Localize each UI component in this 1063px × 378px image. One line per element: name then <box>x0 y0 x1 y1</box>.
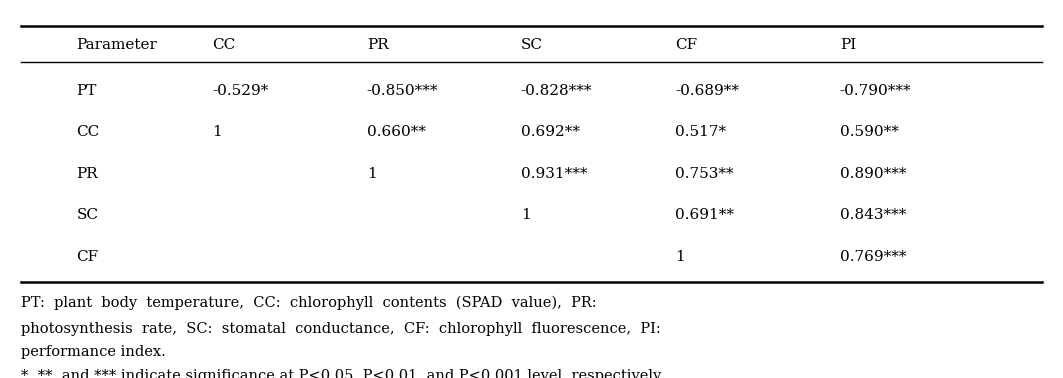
Text: 0.843***: 0.843*** <box>840 208 906 223</box>
Text: 0.590**: 0.590** <box>840 125 898 139</box>
Text: 1: 1 <box>367 167 376 181</box>
Text: -0.828***: -0.828*** <box>521 84 592 98</box>
Text: *, **, and *** indicate significance at P<0.05, P<0.01, and P<0.001 level, respe: *, **, and *** indicate significance at … <box>21 369 664 378</box>
Text: 0.660**: 0.660** <box>367 125 426 139</box>
Text: 1: 1 <box>213 125 222 139</box>
Text: photosynthesis  rate,  SC:  stomatal  conductance,  CF:  chlorophyll  fluorescen: photosynthesis rate, SC: stomatal conduc… <box>21 322 661 336</box>
Text: 0.691**: 0.691** <box>675 208 735 223</box>
Text: CC: CC <box>77 125 100 139</box>
Text: performance index.: performance index. <box>21 345 166 359</box>
Text: -0.790***: -0.790*** <box>840 84 911 98</box>
Text: SC: SC <box>77 208 99 223</box>
Text: 1: 1 <box>675 250 685 264</box>
Text: -0.529*: -0.529* <box>213 84 269 98</box>
Text: 0.890***: 0.890*** <box>840 167 907 181</box>
Text: CC: CC <box>213 38 236 53</box>
Text: 0.753**: 0.753** <box>675 167 733 181</box>
Text: PT:  plant  body  temperature,  CC:  chlorophyll  contents  (SPAD  value),  PR:: PT: plant body temperature, CC: chloroph… <box>21 295 597 310</box>
Text: -0.850***: -0.850*** <box>367 84 438 98</box>
Text: 1: 1 <box>521 208 530 223</box>
Text: 0.692**: 0.692** <box>521 125 580 139</box>
Text: CF: CF <box>675 38 697 53</box>
Text: PR: PR <box>77 167 98 181</box>
Text: PT: PT <box>77 84 97 98</box>
Text: 0.517*: 0.517* <box>675 125 726 139</box>
Text: PI: PI <box>840 38 856 53</box>
Text: SC: SC <box>521 38 543 53</box>
Text: 0.769***: 0.769*** <box>840 250 907 264</box>
Text: PR: PR <box>367 38 388 53</box>
Text: Parameter: Parameter <box>77 38 157 53</box>
Text: -0.689**: -0.689** <box>675 84 739 98</box>
Text: CF: CF <box>77 250 99 264</box>
Text: 0.931***: 0.931*** <box>521 167 588 181</box>
